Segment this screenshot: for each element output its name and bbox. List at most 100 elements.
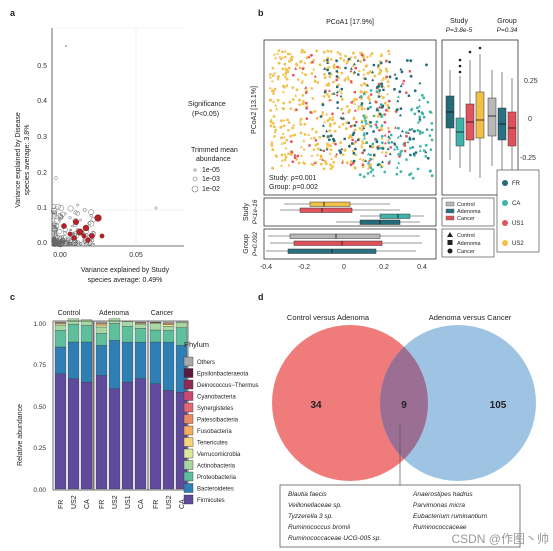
b-point-us2 [284,70,288,73]
b-point-ca [416,167,420,171]
b-point-us2 [283,152,287,156]
b-point-ca [380,115,383,118]
b-point-us2 [281,73,285,76]
b-point-us2 [366,166,370,170]
b-point-us2 [285,139,288,142]
b-point-us2 [284,146,288,150]
b-point-us2 [336,51,340,54]
b-point-us2 [368,54,372,57]
b-point-us2 [318,63,322,67]
b-point-us1 [353,91,356,94]
panel-a-scatter: 0.0 0.1 0.2 0.3 0.4 0.5 0.00 0.05 Varian… [15,27,238,284]
c-bar-segment [95,375,108,490]
a-xlabel-1: Variance explained by Study [81,267,170,274]
b-point-us2 [369,163,372,166]
b-point-ca [409,172,413,175]
b-point-ca [362,175,366,179]
b-point-us2 [383,101,387,105]
b-point-us2 [352,52,355,55]
b-point-us1 [354,139,358,143]
c-legend-swatch [183,425,194,436]
b-point-us1 [402,79,406,83]
c-bar-segment [149,329,162,343]
b-point-us2 [281,84,285,88]
a-point [52,236,56,240]
b-point-us2 [274,128,278,132]
b-point-us2 [380,136,384,140]
c-bar-segment [54,330,67,348]
b-point-us1 [394,126,397,129]
b-point-us2 [378,71,382,75]
a-point-significant [61,223,67,229]
b-legend-g2-0: Control [457,233,475,239]
d-species-left-2: Tyzzerella 3 sp. [288,513,333,520]
b-point-ca [429,148,433,151]
b-point-us2 [286,118,289,121]
d-species-box [279,484,521,548]
b-point-us2 [313,109,317,113]
c-legend-swatch [183,483,194,493]
b-point-us2 [293,133,297,137]
b-point-us2 [287,152,290,156]
b-point-ca [418,115,421,119]
c-bar-segment [67,341,80,379]
b-point-us1 [305,91,308,94]
b-point-us2 [276,77,280,81]
b-point-fr [390,140,394,144]
watermark: CSDN @作图丶帅 [451,532,549,546]
c-bar-segment [80,319,93,326]
b-point-us2 [362,72,366,76]
b-point-us2 [324,83,328,87]
c-bar-segment [80,381,93,490]
b-point-us2 [326,119,330,122]
c-group-0: Control [58,310,81,317]
b-point-us2 [367,96,370,99]
b-point-ca [388,159,392,163]
a-legend-dot-small [193,168,197,172]
a-ylabel-2: species average: 3.8% [24,125,31,196]
b-point-fr [408,135,412,139]
d-left-circle [272,325,428,481]
b-point-us2 [284,66,288,70]
b-point-us2 [307,133,311,136]
b-point-us2 [329,163,332,167]
a-point [75,211,80,216]
b-point-us2 [320,163,323,166]
b-point-us2 [387,84,390,88]
c-bar-segment [67,318,80,325]
b-point-us2 [312,148,316,151]
b-point-us2 [303,50,306,54]
a-point-significant [76,228,84,236]
c-bar-segment [134,321,147,323]
c-bar-segment [121,321,134,327]
b-point-us2 [301,102,305,105]
b-point-ca [418,104,421,108]
c-bar-segment [175,322,188,328]
b-point-fr [327,138,331,142]
b-point-fr [387,135,391,138]
b-point-us2 [277,61,281,65]
b-point-us2 [346,105,349,108]
b-point-us2 [361,124,364,128]
b-point-us1 [305,106,308,110]
c-xtick: US2 [166,495,173,509]
b-point-us2 [328,129,332,133]
panel-d-letter: d [258,292,264,302]
b-point-us1 [349,163,353,167]
b-point-fr [323,67,326,70]
b-xtick-4: 0.4 [417,264,427,271]
b-point-us2 [365,91,368,94]
b-point-us2 [353,56,357,59]
b-point-us1 [292,74,295,77]
b-point-us2 [310,162,314,165]
a-point-outlier [64,44,68,48]
b-point-fr [368,101,372,104]
b-point-ca [406,140,410,144]
b-point-us2 [269,120,272,124]
b-point-us1 [293,156,297,160]
b-point-ca [397,126,400,130]
b-point-us1 [336,65,339,69]
b-point-fr [406,59,409,62]
a-point [64,239,69,245]
b-point-us2 [275,155,279,158]
